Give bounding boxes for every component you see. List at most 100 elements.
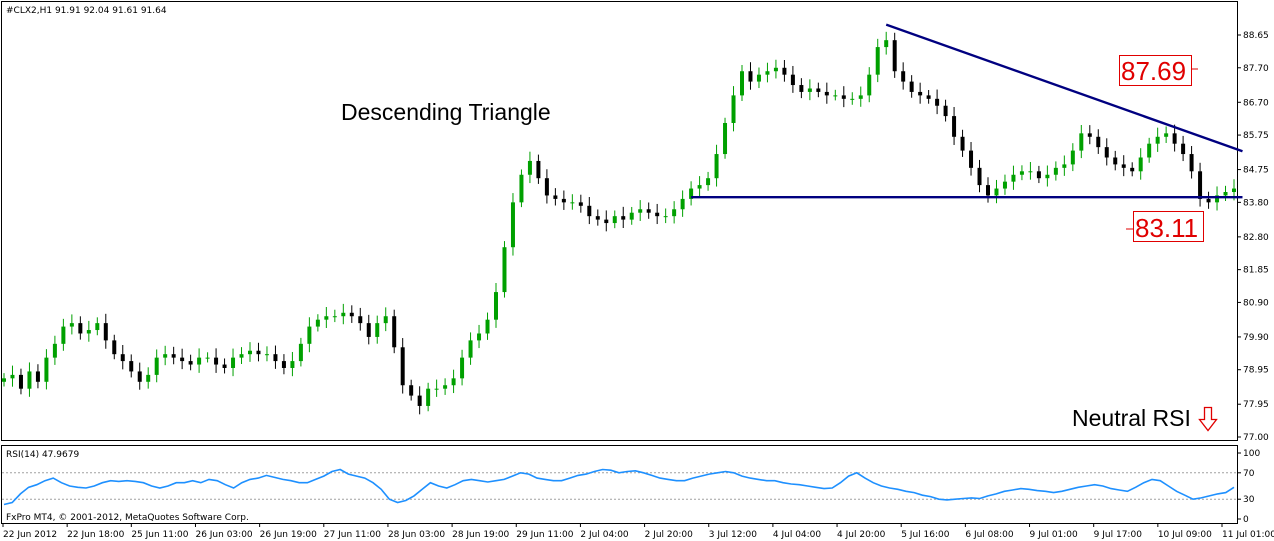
price-tick-label: 84.75: [1243, 166, 1269, 176]
candle: [1028, 161, 1033, 180]
candle: [366, 314, 371, 345]
candle: [561, 190, 566, 210]
candle: [612, 210, 617, 229]
rsi-tick-label: 30: [1243, 495, 1255, 505]
candle: [1019, 165, 1024, 181]
candle: [290, 351, 295, 377]
candle: [680, 190, 685, 217]
candle: [27, 362, 32, 397]
candle: [935, 89, 940, 115]
candle: [307, 317, 312, 353]
candle: [358, 307, 363, 331]
candle: [977, 159, 982, 193]
time-tick-label: 6 Jul 08:00: [965, 530, 1014, 540]
candle: [163, 345, 168, 366]
candle: [952, 107, 957, 145]
down-arrow-icon: [1198, 406, 1218, 432]
time-tick-label: 9 Jul 17:00: [1094, 530, 1143, 540]
time-tick-label: 27 Jun 11:00: [324, 530, 381, 540]
candle: [901, 62, 906, 90]
candle: [298, 337, 303, 367]
candle: [137, 362, 142, 390]
price-tick-label: 86.70: [1243, 98, 1269, 108]
candle: [1053, 161, 1058, 181]
price-tick-label: 83.80: [1243, 198, 1269, 208]
rsi-axis: 100 70 30 0: [1237, 449, 1260, 525]
candle: [1189, 146, 1194, 179]
lower-price-label: 83.11: [1135, 213, 1198, 243]
time-tick-label: 10 Jul 09:00: [1158, 530, 1212, 540]
candle: [790, 65, 795, 93]
candle: [638, 200, 643, 221]
time-tick-label: 22 Jun 18:00: [67, 530, 124, 540]
candle: [264, 346, 269, 362]
candle: [154, 349, 159, 383]
candle: [1079, 125, 1084, 159]
candle: [850, 92, 855, 105]
candle: [943, 99, 948, 122]
candle: [443, 378, 448, 395]
candle: [1206, 191, 1211, 209]
candle: [1036, 165, 1041, 184]
symbol-info: #CLX2,H1 91.91 92.04 91.61 91.64: [6, 6, 167, 16]
candle: [646, 202, 651, 219]
candle: [332, 309, 337, 323]
candle: [95, 317, 100, 336]
candle: [1062, 155, 1067, 176]
candle: [315, 314, 320, 332]
candle: [69, 314, 74, 335]
candle: [1147, 137, 1152, 163]
candle: [231, 348, 236, 377]
candle: [324, 306, 329, 328]
candle: [460, 349, 465, 386]
candle: [502, 241, 507, 298]
candle: [78, 316, 83, 340]
candle: [349, 305, 354, 323]
candle: [926, 89, 931, 104]
rsi-line: [3, 468, 1235, 506]
candle: [1070, 143, 1075, 172]
upper-price-label: 87.69: [1121, 56, 1186, 86]
candle: [773, 59, 778, 79]
candle: [426, 382, 431, 412]
time-axis: 22 Jun 2012 22 Jun 18:00 25 Jun 11:00 26 Ju…: [2, 523, 1274, 540]
rsi-tick-label: 100: [1243, 449, 1260, 459]
candle: [468, 332, 473, 365]
candle: [731, 86, 736, 132]
candle: [765, 62, 770, 83]
candle: [1002, 174, 1007, 195]
candle: [409, 379, 414, 401]
candle: [188, 354, 193, 371]
candle: [197, 348, 202, 373]
candle: [1087, 125, 1092, 145]
price-tick-label: 82.80: [1243, 233, 1269, 243]
candle: [18, 368, 23, 395]
time-tick-label: 29 Jun 11:00: [516, 530, 573, 540]
candle: [807, 79, 812, 101]
candle: [960, 129, 965, 157]
candle: [544, 169, 549, 204]
candle: [918, 82, 923, 104]
candle: [129, 354, 134, 378]
candle: [1045, 165, 1050, 187]
candle: [214, 348, 219, 373]
candle: [2, 373, 6, 387]
candle: [451, 369, 456, 394]
candle: [171, 346, 176, 365]
candle: [281, 354, 286, 375]
candle: [1096, 129, 1101, 154]
candle: [112, 334, 117, 360]
time-tick-label: 5 Jul 16:00: [901, 530, 950, 540]
time-tick-label: 4 Jul 04:00: [773, 530, 822, 540]
time-tick-label: 9 Jul 01:00: [1030, 530, 1079, 540]
candle: [663, 208, 668, 224]
candle: [485, 312, 490, 340]
candle: [867, 67, 872, 103]
candle: [1130, 162, 1135, 177]
candle: [1113, 150, 1118, 171]
candle: [723, 117, 728, 159]
candle: [35, 364, 40, 389]
candle: [375, 315, 380, 344]
candle: [697, 176, 702, 197]
candle: [782, 60, 787, 82]
